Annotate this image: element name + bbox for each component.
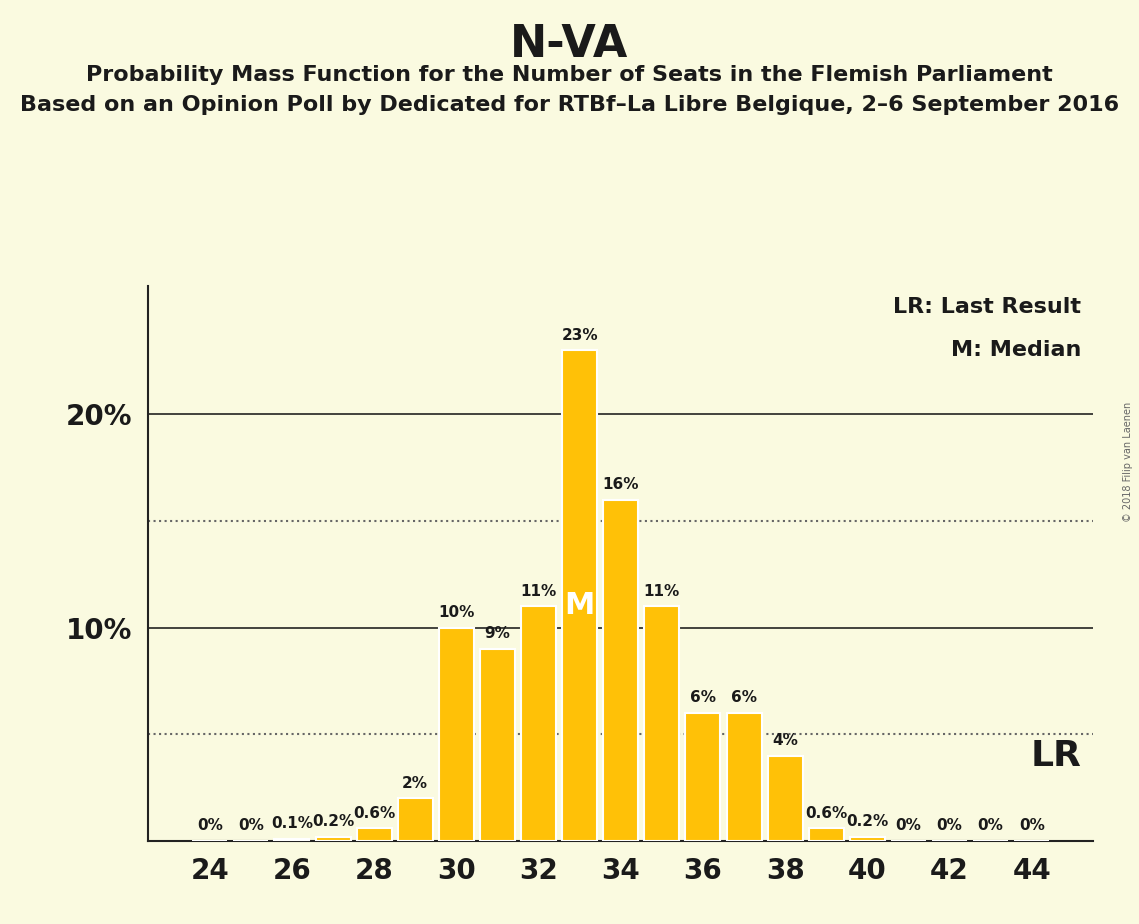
Bar (850, 836, 885, 841)
Text: 2%: 2% (402, 776, 428, 791)
Text: 6%: 6% (731, 690, 757, 705)
Text: 23%: 23% (562, 328, 598, 343)
Text: 0%: 0% (238, 819, 264, 833)
Bar (398, 798, 433, 841)
Bar (316, 836, 351, 841)
Text: © 2018 Filip van Laenen: © 2018 Filip van Laenen (1123, 402, 1132, 522)
Text: N-VA: N-VA (510, 23, 629, 67)
Text: 16%: 16% (603, 477, 639, 492)
Bar (604, 500, 638, 841)
Text: 4%: 4% (772, 733, 798, 748)
Text: 11%: 11% (644, 584, 680, 599)
Bar (768, 756, 803, 841)
Text: 0.1%: 0.1% (271, 816, 313, 832)
Bar (727, 713, 762, 841)
Text: Probability Mass Function for the Number of Seats in the Flemish Parliament: Probability Mass Function for the Number… (87, 65, 1052, 85)
Text: 0.2%: 0.2% (846, 814, 888, 829)
Bar (357, 828, 392, 841)
Text: 11%: 11% (521, 584, 557, 599)
Text: 0.6%: 0.6% (353, 806, 395, 821)
Bar (274, 839, 310, 841)
Text: 0%: 0% (197, 819, 222, 833)
Text: M: Median: M: Median (951, 340, 1081, 359)
Text: 0%: 0% (977, 819, 1003, 833)
Bar (809, 828, 844, 841)
Text: 0%: 0% (1019, 819, 1044, 833)
Text: 6%: 6% (690, 690, 716, 705)
Text: 0%: 0% (936, 819, 962, 833)
Bar (439, 627, 474, 841)
Text: 0%: 0% (895, 819, 921, 833)
Text: 0.6%: 0.6% (805, 806, 847, 821)
Bar (645, 606, 679, 841)
Text: LR: Last Result: LR: Last Result (893, 298, 1081, 317)
Bar (521, 606, 556, 841)
Bar (563, 350, 597, 841)
Text: 10%: 10% (439, 605, 475, 620)
Text: LR: LR (1031, 738, 1081, 772)
Text: 9%: 9% (484, 626, 510, 641)
Text: 0.2%: 0.2% (312, 814, 354, 829)
Text: M: M (565, 591, 595, 620)
Bar (686, 713, 721, 841)
Text: Based on an Opinion Poll by Dedicated for RTBf–La Libre Belgique, 2–6 September : Based on an Opinion Poll by Dedicated fo… (21, 95, 1118, 116)
Bar (480, 649, 515, 841)
